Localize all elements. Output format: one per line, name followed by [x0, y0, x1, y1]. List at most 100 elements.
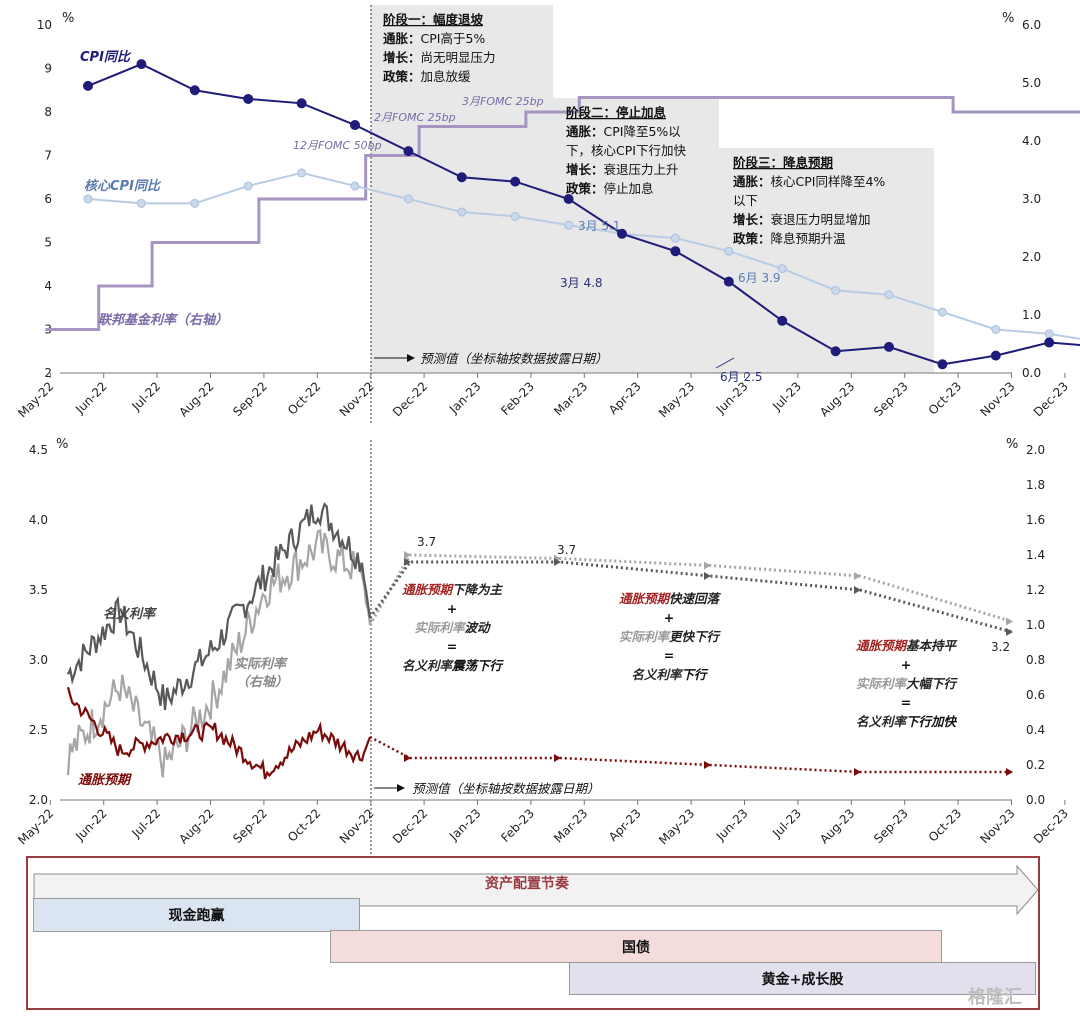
cpi-point — [83, 80, 93, 91]
forecast-arrowhead — [704, 572, 711, 580]
svg-text:实际利率波动: 实际利率波动 — [414, 620, 492, 635]
s1-b2: 波动 — [465, 620, 493, 635]
cpi-point — [670, 246, 681, 257]
phase3-title: 阶段三：降息预期 — [733, 155, 833, 170]
top-month-label: Apr-23 — [606, 379, 644, 417]
phase1-text: 阶段一：幅度退坡 通胀：CPI高于5% 增长：尚无明显压力 政策：加息放缓 — [383, 12, 496, 84]
inflation-expectation-history-line — [66, 686, 372, 780]
cpi-point — [990, 350, 1001, 361]
forecast-note-bottom: 预测值（坐标轴按数据披露日期） — [412, 781, 600, 796]
top-month-label: Jan-23 — [446, 379, 484, 417]
cpi-point — [510, 176, 521, 187]
core-cpi-point — [83, 194, 93, 204]
ffr-series-line — [45, 96, 1080, 331]
svg-text:通胀预期下降为主: 通胀预期下降为主 — [402, 582, 504, 597]
top-month-label: Jul-22 — [129, 379, 164, 414]
core-cpi-point — [991, 325, 1001, 334]
bottom-month-label: Oct-22 — [285, 806, 323, 844]
bottom-month-label: Jan-23 — [446, 806, 484, 844]
bottom-left-unit: % — [56, 437, 68, 452]
forecast-arrowhead — [554, 558, 561, 566]
core-cpi-point — [937, 307, 947, 317]
top-month-label: Jun-22 — [72, 379, 110, 417]
nominal-rate-label: 名义利率 — [103, 606, 158, 622]
cpi-point — [617, 228, 627, 239]
value-label-dec22: 3.7 — [417, 535, 436, 549]
label-mar-cpi: 3月 4.8 — [560, 276, 603, 290]
value-label-dec23: 3.2 — [991, 640, 1010, 654]
phase3-l1c: 以下 — [733, 193, 758, 208]
svg-text:通胀：核心CPI同样降至4%: 通胀：核心CPI同样降至4% — [733, 174, 885, 189]
bottom-left-tick-label: 3.0 — [29, 653, 48, 667]
top-month-label: Sep-22 — [230, 379, 270, 419]
bottom-month-label: Aug-23 — [817, 806, 857, 846]
core-cpi-point — [457, 207, 467, 217]
phase1-bg — [371, 5, 553, 373]
s1-a1: 通胀预期 — [402, 582, 455, 597]
top-month-label: Mar-23 — [551, 379, 590, 418]
svg-text:通胀：CPI高于5%: 通胀：CPI高于5% — [383, 31, 485, 46]
cpi-point — [1044, 337, 1055, 348]
top-left-tick-label: 5 — [44, 236, 52, 250]
fomc-dec-label: 12月FOMC 50bp — [293, 139, 382, 152]
s3-b2: 大幅下行 — [906, 676, 959, 691]
value-label-mar23: 3.7 — [557, 543, 576, 557]
bottom-month-label: Aug-22 — [176, 806, 216, 846]
phase2-text: 阶段二：停止加息 通胀：CPI降至5%以 下，核心CPI下行加快 增长：衰退压力… — [566, 105, 686, 196]
fomc-feb-label: 2月FOMC 25bp — [374, 111, 456, 124]
s2-a2: 快速回落 — [669, 591, 722, 606]
core-cpi-series-line — [87, 171, 1080, 340]
forecast-arrowhead — [1006, 617, 1013, 626]
core-cpi-point — [777, 264, 787, 274]
bottom-month-ticks: May-22 Jun-22 Jul-22 Aug-22 Sep-22 Oct-22 Nov-… — [15, 800, 1071, 847]
bottom-month-label: Sep-22 — [230, 806, 270, 846]
s1-a2: 下降为主 — [452, 582, 504, 597]
top-right-unit: % — [1002, 11, 1014, 26]
phase3-l3a: 政策： — [733, 231, 771, 246]
bottom-month-label: Nov-23 — [978, 806, 1018, 846]
core-cpi-point — [831, 285, 841, 295]
label-jun-cpi: 6月 2.5 — [720, 370, 763, 384]
top-month-label: Nov-23 — [978, 379, 1018, 419]
svg-text:政策：降息预期升温: 政策：降息预期升温 — [733, 231, 846, 246]
top-right-tick-label: 5.0 — [1022, 76, 1041, 90]
svg-text:增长：衰退压力上升: 增长：衰退压力上升 — [566, 162, 679, 177]
label-mar-core: 3月 5.1 — [578, 219, 621, 233]
svg-text:通胀：CPI降至5%以: 通胀：CPI降至5%以 — [566, 124, 681, 139]
inflation-expectation-forecast-line — [369, 735, 1012, 774]
phase3-text: 阶段三：降息预期 通胀：核心CPI同样降至4% 以下 增长：衰退压力明显增加 政… — [733, 155, 885, 246]
s3-plus: + — [901, 657, 911, 672]
cpi-point — [563, 194, 574, 204]
forecast-arrowhead — [854, 586, 861, 594]
real-rate-history-line — [66, 528, 372, 778]
top-left-tick-label: 9 — [44, 62, 52, 76]
s2-c2: 下行 — [682, 667, 710, 682]
bottom-right-tick-label: 0.6 — [1026, 688, 1045, 702]
cpi-series-line — [87, 63, 1080, 366]
top-month-label: Dec-23 — [1031, 379, 1071, 419]
core-cpi-points — [83, 168, 1054, 339]
core-cpi-label: 核心CPI同比 — [84, 178, 162, 194]
forecast-arrowhead — [854, 572, 861, 580]
svg-text:实际利率更快下行: 实际利率更快下行 — [619, 629, 722, 644]
phase2-l2a: 增长： — [566, 162, 604, 177]
cpi-point — [723, 276, 734, 287]
top-left-tick-label: 6 — [44, 192, 52, 206]
phase1-title: 阶段一：幅度退坡 — [383, 12, 484, 27]
top-month-label: Jul-23 — [769, 379, 804, 414]
phase1-l3b: 加息放缓 — [421, 69, 472, 84]
s3-eq: = — [901, 695, 911, 710]
top-left-unit: % — [62, 11, 74, 26]
phase2-l1a: 通胀： — [566, 124, 604, 139]
cpi-point — [136, 59, 147, 70]
svg-text:政策：加息放缓: 政策：加息放缓 — [383, 69, 471, 84]
s3-b1: 实际利率 — [856, 676, 909, 691]
bottom-month-label: May-22 — [15, 806, 56, 847]
bottom-month-label: Apr-23 — [606, 806, 644, 844]
top-left-tick-label: 2 — [44, 366, 52, 380]
scenario-1: 通胀预期下降为主 + 实际利率波动 = 名义利率震荡下行 — [402, 582, 505, 673]
forecast-arrowhead — [404, 551, 411, 559]
bottom-month-label: Mar-23 — [551, 806, 590, 845]
